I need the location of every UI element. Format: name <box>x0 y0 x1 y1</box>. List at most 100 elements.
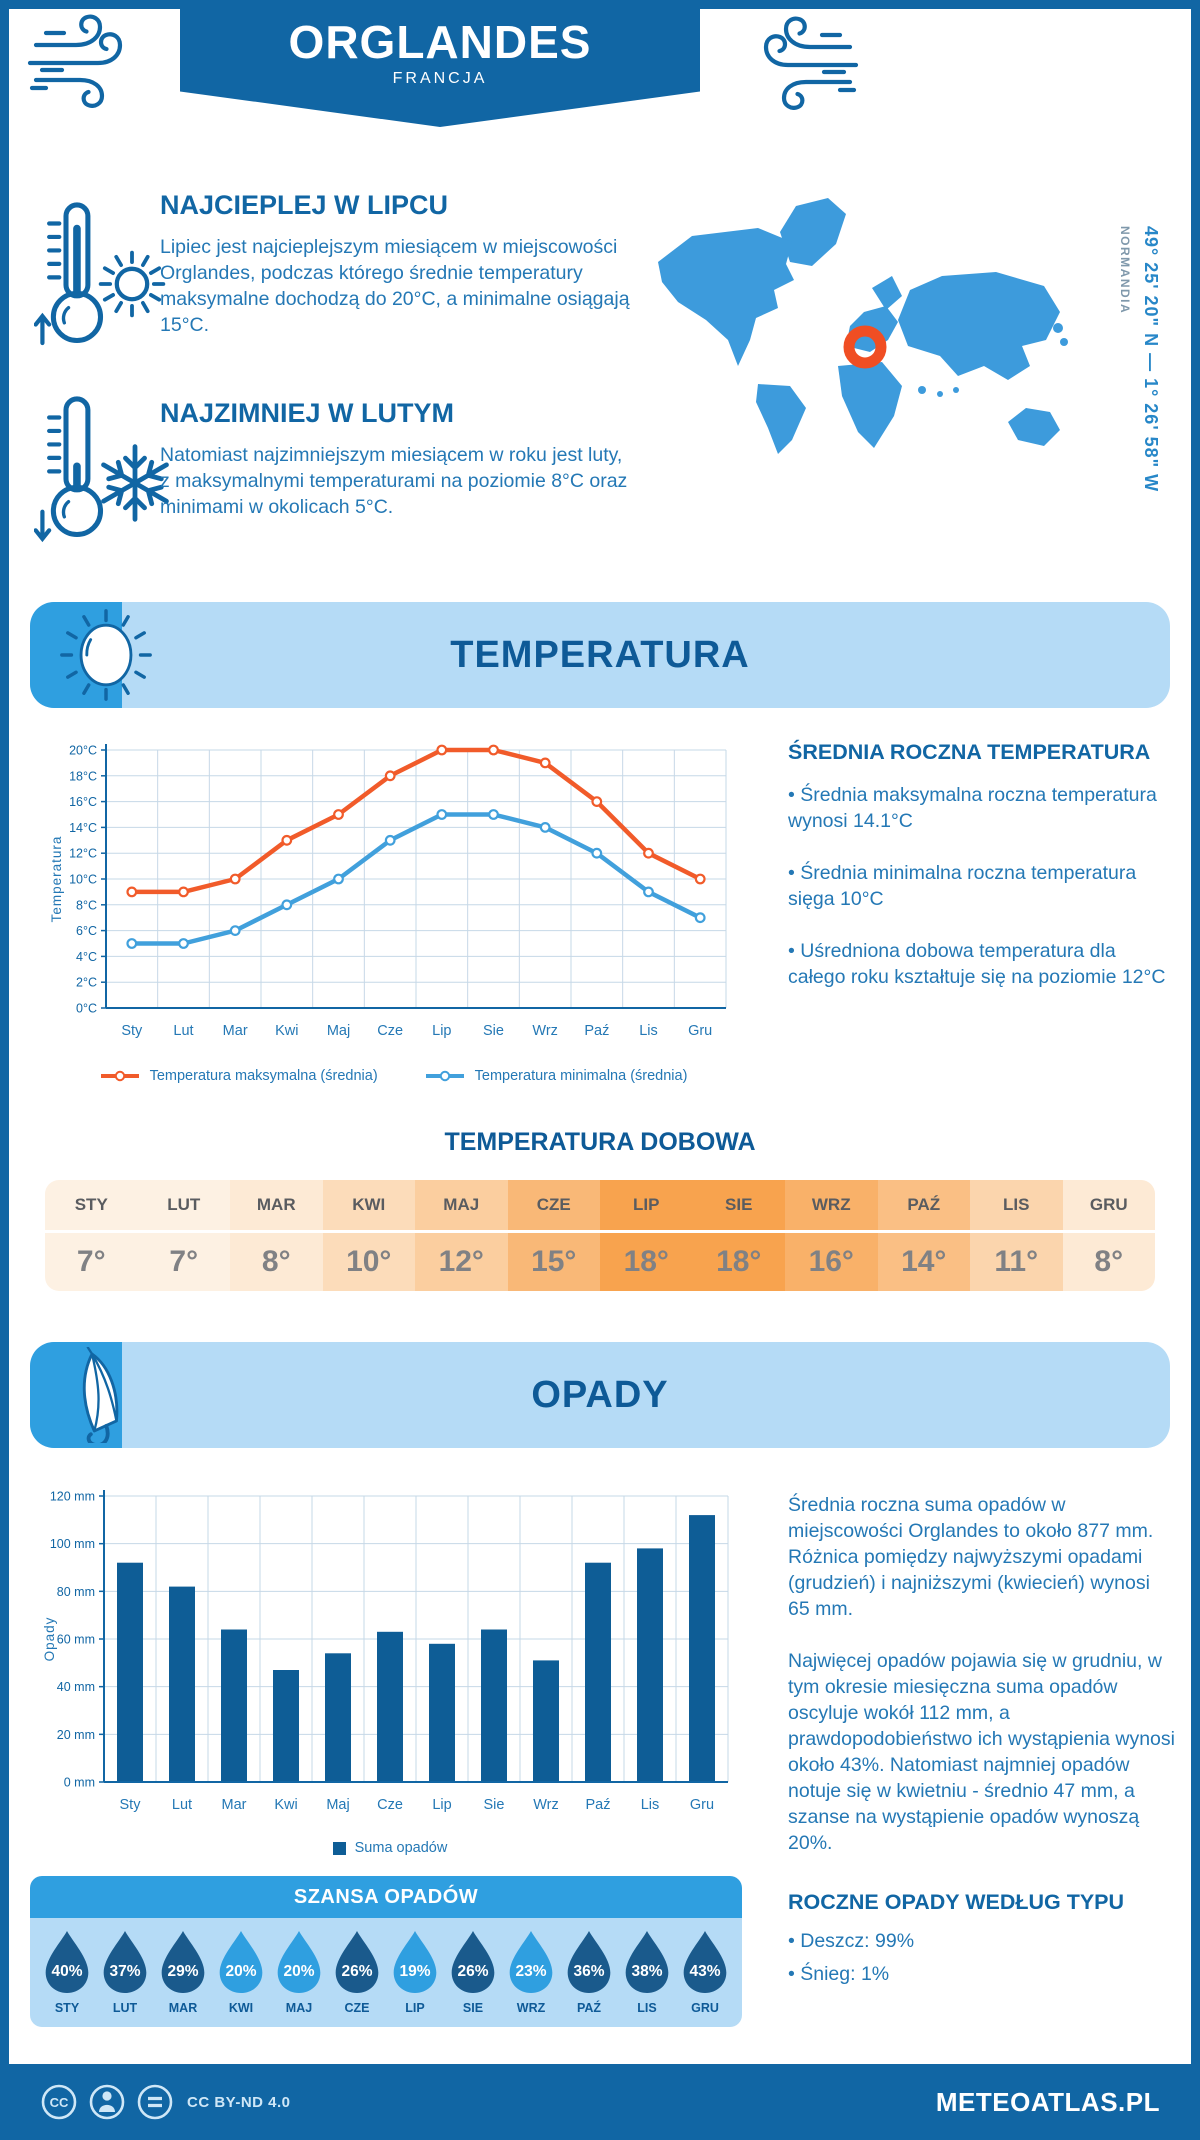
chance-drop: 19% LIP <box>389 1930 441 2015</box>
svg-text:18°C: 18°C <box>69 769 97 783</box>
svg-text:Opady: Opady <box>42 1617 57 1662</box>
chance-value: 19% <box>399 1963 431 1980</box>
raindrop-icon <box>335 1930 379 1994</box>
daily-value: 7° <box>45 1233 138 1291</box>
legend-label: Suma opadów <box>354 1840 448 1856</box>
svg-text:Wrz: Wrz <box>533 1797 559 1813</box>
daily-month: LIP <box>600 1180 693 1233</box>
svg-text:Gru: Gru <box>690 1797 714 1813</box>
chance-value: 36% <box>573 1963 605 1980</box>
daily-value: 11° <box>970 1233 1063 1291</box>
daily-month: PAŹ <box>877 1180 970 1233</box>
raindrop-icon <box>161 1930 205 1994</box>
svg-text:14°C: 14°C <box>69 821 97 835</box>
daily-month: WRZ <box>785 1180 878 1233</box>
legend-item: Suma opadów <box>332 1840 448 1856</box>
umbrella-icon <box>82 1347 119 1443</box>
coordinates-text: 49° 25' 20" N — 1° 26' 58" W <box>1141 226 1161 493</box>
type-bullet: • Śnieg: 1% <box>788 1963 890 1985</box>
svg-text:Gru: Gru <box>688 1023 712 1039</box>
svg-text:0 mm: 0 mm <box>64 1776 95 1790</box>
raindrop-icon <box>683 1930 727 1994</box>
legend-line-icon <box>425 1070 464 1082</box>
annual-bullets: • Średnia maksymalna roczna temperatura … <box>788 782 1176 1016</box>
daily-month: MAJ <box>415 1180 508 1233</box>
snowflake-icon <box>101 444 169 522</box>
cc-icon: CC <box>41 2084 77 2120</box>
precipitation-type-title: ROCZNE OPADY WEDŁUG TYPU <box>788 1890 1125 1914</box>
precipitation-legend: Suma opadów <box>40 1840 740 1856</box>
svg-text:20°C: 20°C <box>69 744 97 758</box>
type-bullet: • Deszcz: 99% <box>788 1930 915 1952</box>
chance-month: PAŹ <box>576 2001 602 2015</box>
svg-text:Sty: Sty <box>120 1797 142 1813</box>
daily-value: 18° <box>600 1233 693 1291</box>
svg-text:8°C: 8°C <box>76 898 97 912</box>
legend-square-icon <box>332 1841 346 1855</box>
chance-value: 26% <box>457 1963 489 1980</box>
daily-month: KWI <box>322 1180 415 1233</box>
chance-drop: 20% MAJ <box>273 1930 325 2015</box>
daily-value: 18° <box>692 1233 785 1291</box>
thermometer-cold-icon <box>34 396 104 543</box>
svg-text:Lip: Lip <box>432 1797 451 1813</box>
svg-text:Mar: Mar <box>223 1023 248 1039</box>
raindrop-icon <box>45 1930 89 1994</box>
daily-value: 16° <box>785 1233 878 1291</box>
svg-text:Sty: Sty <box>121 1023 143 1039</box>
svg-text:Mar: Mar <box>222 1797 247 1813</box>
raindrop-icon <box>103 1930 147 1994</box>
svg-text:0°C: 0°C <box>76 1002 97 1016</box>
warmest-text: Lipiec jest najcieplejszym miesiącem w m… <box>160 236 630 336</box>
raindrop-icon <box>219 1930 263 1994</box>
region-label: NORMANDIA <box>1118 226 1132 315</box>
chance-drop: 20% KWI <box>215 1930 267 2015</box>
license-label: CC BY-ND 4.0 <box>187 2093 291 2111</box>
precipitation-banner: OPADY <box>30 1342 1170 1448</box>
sun-icon <box>98 250 166 318</box>
header-banner: ORGLANDES FRANCJA <box>180 0 700 127</box>
license-icons: CC <box>40 2083 174 2121</box>
daily-month: MAR <box>230 1180 323 1233</box>
site-name: METEOATLAS.PL <box>935 2086 1160 2117</box>
coldest-text: Natomiast najzimniejszym miesiącem w rok… <box>160 444 628 518</box>
annual-bullet: • Średnia minimalna roczna temperatura s… <box>788 862 1137 910</box>
svg-text:Cze: Cze <box>377 1023 403 1039</box>
temperature-legend: Temperatura maksymalna (średnia) Temperat… <box>48 1068 738 1084</box>
temperature-chart: 0°C 2°C 4°C 6°C 8°C 10°C 12°C 14°C 16°C 18°C 20°C S… <box>48 736 738 1071</box>
chance-value: 43% <box>689 1963 721 1980</box>
location-marker <box>843 325 887 369</box>
legend-item: Temperatura minimalna (średnia) <box>424 1068 687 1084</box>
chance-month: GRU <box>691 2001 719 2015</box>
chance-drop: 43% GRU <box>679 1930 731 2015</box>
svg-text:60 mm: 60 mm <box>57 1633 95 1647</box>
temperature-banner: TEMPERATURA <box>30 602 1170 708</box>
svg-text:Paź: Paź <box>586 1797 611 1813</box>
precipitation-paragraph: Najwięcej opadów pojawia się w grudniu, … <box>788 1650 1175 1854</box>
daily-month: SIE <box>692 1180 785 1233</box>
chance-title: SZANSA OPADÓW <box>30 1876 742 1918</box>
daily-value: 12° <box>415 1233 508 1291</box>
chance-month: LIP <box>405 2001 425 2015</box>
svg-text:4°C: 4°C <box>76 950 97 964</box>
svg-text:16°C: 16°C <box>69 795 97 809</box>
svg-text:2°C: 2°C <box>76 976 97 990</box>
chance-value: 23% <box>515 1963 547 1980</box>
sun-icon <box>60 609 152 701</box>
precipitation-text: Średnia roczna suma opadów w miejscowośc… <box>788 1492 1176 1882</box>
chance-drops: 40% STY 37% LUT 29% MAR 20% KWI 20% MAJ 26% CZE 19% L… <box>30 1918 742 2027</box>
warmest-title: NAJCIEPLEJ W LIPCU <box>160 190 449 220</box>
svg-text:12°C: 12°C <box>69 847 97 861</box>
svg-text:Cze: Cze <box>377 1797 403 1813</box>
chance-value: 40% <box>51 1963 83 1980</box>
wind-icon <box>763 16 859 110</box>
svg-text:40 mm: 40 mm <box>57 1680 95 1694</box>
chance-drop: 37% LUT <box>99 1930 151 2015</box>
raindrop-icon <box>451 1930 495 1994</box>
chance-value: 29% <box>167 1963 199 1980</box>
country-label: FRANCJA <box>392 70 488 87</box>
legend-line-icon <box>100 1070 139 1082</box>
chance-month: KWI <box>228 2001 254 2015</box>
svg-text:Maj: Maj <box>326 1797 349 1813</box>
